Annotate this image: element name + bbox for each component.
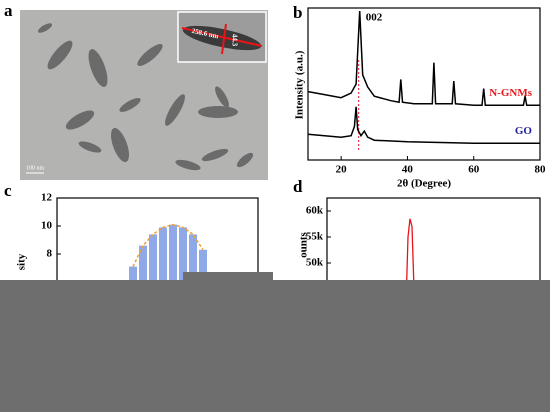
y-axis-label: Intensity (a.u.) [294,50,306,119]
occlusion [0,280,550,412]
plot-frame [307,7,541,161]
y-tick-label: 60k [306,205,324,217]
x-tick-label: 60 [468,164,480,176]
series-label: GO [515,125,533,137]
y-tick-label: 8 [47,248,53,260]
particles [37,23,254,171]
xrd-line [307,106,540,145]
panel-label: d [293,177,303,196]
width-line [221,23,227,55]
length-line [181,27,263,47]
panel-label: c [4,181,12,200]
x-tick-label: 80 [535,164,547,176]
occlusion [183,272,273,282]
x-axis-label: 2θ (Degree) [397,178,451,190]
width-label: 44.3 [230,34,238,47]
y-axis-label: sity [16,253,28,270]
panel-label: a [4,1,13,20]
y-tick-label: 50k [306,257,324,269]
x-tick-label: 20 [336,164,348,176]
y-tick-label: 55k [306,231,324,243]
fit-curve [132,223,204,267]
xrd-line [307,10,540,107]
x-tick-label: 40 [402,164,414,176]
series-label: N-GNMs [489,87,532,99]
y-tick-label: 10 [41,220,53,232]
scale-bar-label: 100 nm [26,165,45,171]
panel-label: b [293,3,302,22]
y-axis-label: ounts [298,231,310,257]
y-tick-label: 12 [41,192,53,204]
annotation: 002 [366,12,383,24]
